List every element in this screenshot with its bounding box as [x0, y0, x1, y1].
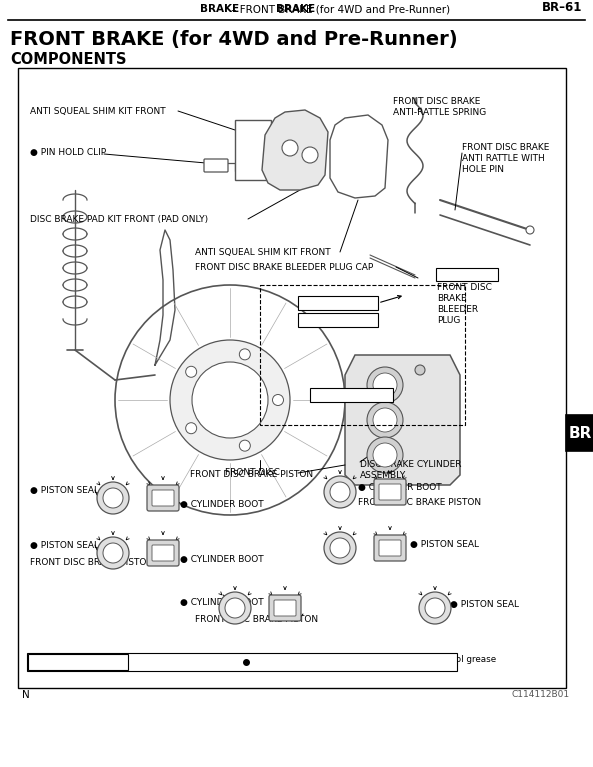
Text: ANTI SQUEAL SHIM KIT FRONT: ANTI SQUEAL SHIM KIT FRONT	[195, 248, 331, 257]
Text: FRONT DISC: FRONT DISC	[225, 468, 280, 477]
Text: N*m (kgf*cm, ft*lbf): N*m (kgf*cm, ft*lbf)	[29, 655, 117, 664]
Text: COMPONENTS: COMPONENTS	[10, 52, 126, 67]
Text: ANTI SQUEAL SHIM KIT FRONT: ANTI SQUEAL SHIM KIT FRONT	[30, 107, 165, 116]
Text: 11 (112, 8): 11 (112, 8)	[437, 269, 489, 278]
Circle shape	[419, 592, 451, 624]
Circle shape	[97, 537, 129, 569]
Text: ● PIN HOLD CLIP: ● PIN HOLD CLIP	[30, 148, 106, 157]
Text: ● PISTON SEAL: ● PISTON SEAL	[450, 600, 519, 609]
Bar	[27, 653, 457, 671]
Text: DISC BRAKE PAD KIT FRONT (PAD ONLY): DISC BRAKE PAD KIT FRONT (PAD ONLY)	[30, 215, 208, 224]
Text: ● CYLINDER BOOT: ● CYLINDER BOOT	[180, 555, 264, 564]
Circle shape	[367, 367, 403, 403]
Polygon shape	[330, 115, 388, 198]
Bar	[260, 285, 465, 425]
Bar	[298, 296, 378, 310]
Text: 123 (1,254, 91): 123 (1,254, 91)	[311, 389, 385, 398]
Text: ● PISTON SEAL: ● PISTON SEAL	[30, 541, 99, 550]
Text: BRAKE – FRONT BRAKE (for 4WD and Pre-Runner): BRAKE – FRONT BRAKE (for 4WD and Pre-Run…	[168, 4, 424, 14]
Text: N: N	[22, 690, 30, 700]
Text: FRONT DISC BRAKE PISTON: FRONT DISC BRAKE PISTON	[30, 558, 153, 567]
Text: 15.2 (155, 11): 15.2 (155, 11)	[299, 297, 366, 306]
FancyBboxPatch shape	[274, 600, 296, 616]
Bar	[28, 654, 128, 670]
Text: FRONT DISC BRAKE PISTON: FRONT DISC BRAKE PISTON	[195, 615, 318, 624]
Circle shape	[97, 482, 129, 514]
Text: FRONT DISC BRAKE PISTON: FRONT DISC BRAKE PISTON	[358, 498, 481, 507]
Circle shape	[186, 423, 197, 433]
Bar	[566, 415, 593, 451]
Circle shape	[330, 538, 350, 558]
Text: 123 (1,254, 91): 123 (1,254, 91)	[299, 314, 372, 323]
Text: ● PISTON SEAL: ● PISTON SEAL	[410, 540, 479, 549]
Text: DISC BRAKE CYLINDER
ASSEMBLY: DISC BRAKE CYLINDER ASSEMBLY	[360, 460, 461, 480]
Text: FRONT DISC BRAKE
ANTI-RATTLE SPRING: FRONT DISC BRAKE ANTI-RATTLE SPRING	[393, 97, 486, 117]
FancyBboxPatch shape	[269, 595, 301, 621]
Circle shape	[186, 367, 197, 377]
Circle shape	[373, 373, 397, 397]
Circle shape	[225, 598, 245, 618]
Text: Lithium soap base glycol grease: Lithium soap base glycol grease	[355, 655, 496, 664]
Circle shape	[273, 394, 283, 406]
Bar	[235, 120, 271, 180]
Circle shape	[367, 402, 403, 438]
Text: C114112B01: C114112B01	[512, 690, 570, 699]
Text: BR–61: BR–61	[541, 1, 582, 14]
Circle shape	[103, 543, 123, 563]
Circle shape	[373, 408, 397, 432]
Circle shape	[526, 226, 534, 234]
Text: Non-reusable part: Non-reusable part	[250, 655, 329, 664]
FancyBboxPatch shape	[374, 535, 406, 561]
FancyBboxPatch shape	[379, 540, 401, 556]
FancyBboxPatch shape	[152, 545, 174, 561]
Circle shape	[240, 440, 250, 451]
Bar	[18, 68, 566, 688]
Circle shape	[330, 482, 350, 502]
FancyBboxPatch shape	[147, 540, 179, 566]
Text: : Specified torque: : Specified torque	[133, 655, 211, 664]
Circle shape	[324, 476, 356, 508]
Polygon shape	[262, 110, 328, 190]
Circle shape	[192, 362, 268, 438]
Circle shape	[425, 598, 445, 618]
FancyBboxPatch shape	[374, 479, 406, 505]
FancyBboxPatch shape	[147, 485, 179, 511]
FancyBboxPatch shape	[204, 159, 228, 172]
Text: FRONT DISC BRAKE BLEEDER PLUG CAP: FRONT DISC BRAKE BLEEDER PLUG CAP	[195, 263, 373, 272]
Bar	[298, 313, 378, 327]
Text: FRONT DISC BRAKE PISTON: FRONT DISC BRAKE PISTON	[190, 470, 313, 479]
Circle shape	[367, 437, 403, 473]
Circle shape	[170, 340, 290, 460]
Circle shape	[302, 147, 318, 163]
Circle shape	[240, 349, 250, 360]
Circle shape	[103, 488, 123, 508]
Text: – FRONT BRAKE (for 4WD and Pre-Runner): – FRONT BRAKE (for 4WD and Pre-Runner)	[228, 4, 450, 14]
Text: BRAKE: BRAKE	[200, 4, 239, 14]
Polygon shape	[345, 355, 460, 485]
Text: BR: BR	[568, 426, 592, 440]
Circle shape	[373, 443, 397, 467]
Bar	[310, 388, 393, 402]
Circle shape	[324, 532, 356, 564]
Text: FRONT DISC
BRAKE
BLEEDER
PLUG: FRONT DISC BRAKE BLEEDER PLUG	[437, 283, 492, 325]
Circle shape	[282, 140, 298, 156]
Text: FRONT DISC BRAKE
ANTI RATTLE WITH
HOLE PIN: FRONT DISC BRAKE ANTI RATTLE WITH HOLE P…	[462, 143, 549, 174]
Circle shape	[219, 592, 251, 624]
Text: ● CYLINDER BOOT: ● CYLINDER BOOT	[180, 500, 264, 509]
Text: ● CYLINDER BOOT: ● CYLINDER BOOT	[180, 598, 264, 607]
Circle shape	[415, 365, 425, 375]
FancyBboxPatch shape	[379, 484, 401, 500]
Text: FRONT BRAKE (for 4WD and Pre-Runner): FRONT BRAKE (for 4WD and Pre-Runner)	[10, 30, 458, 49]
Text: BRAKE: BRAKE	[276, 4, 315, 14]
Text: ● CYLINDER BOOT: ● CYLINDER BOOT	[358, 483, 442, 492]
Text: ● PISTON SEAL: ● PISTON SEAL	[30, 486, 99, 495]
Bar	[436, 268, 498, 281]
FancyBboxPatch shape	[152, 490, 174, 506]
